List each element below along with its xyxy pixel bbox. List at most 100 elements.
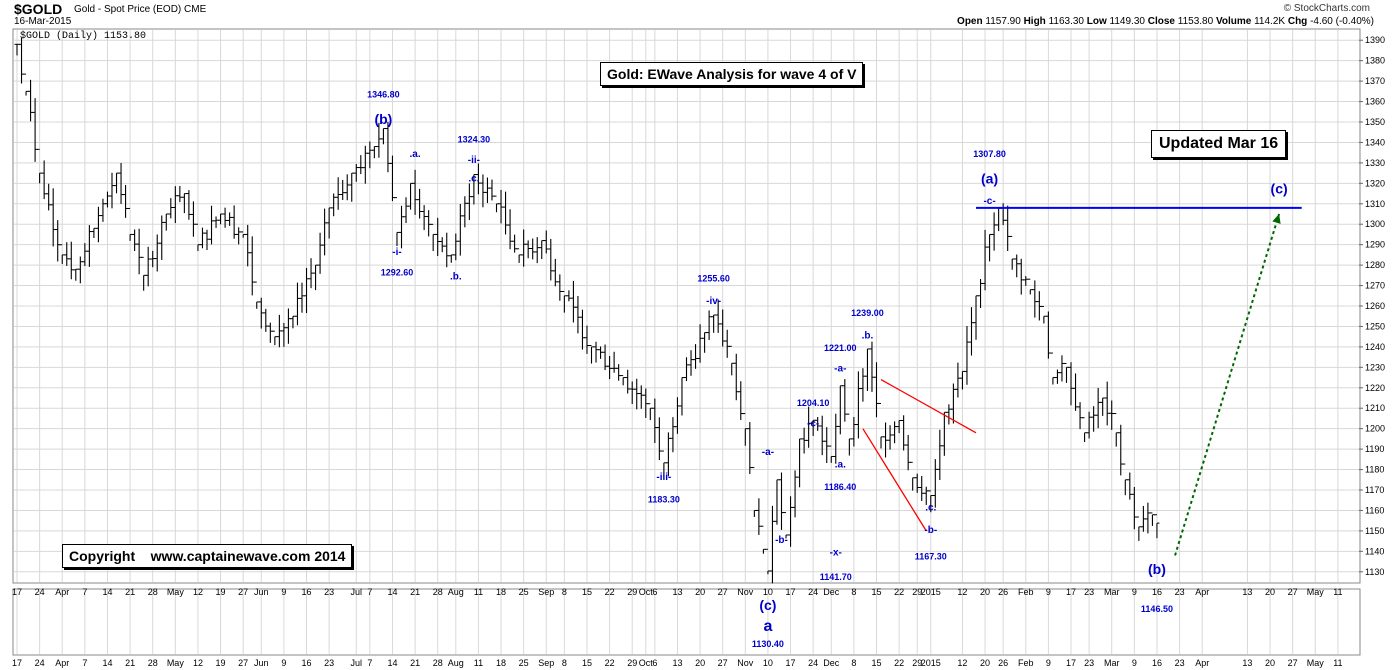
x-tick-label-bottom: 17 [786,658,796,668]
x-tick-label: Jul [351,587,363,597]
x-tick-label: 29 [912,587,922,597]
wave-label: (b) [1148,561,1166,577]
wave-label: -ii- [468,155,480,166]
x-tick-label: 13 [1242,587,1252,597]
x-tick-label-bottom: 27 [1288,658,1298,668]
y-tick-label: 1240 [1365,342,1385,352]
close-value: 1153.80 [1177,16,1214,27]
y-tick-label: 1210 [1365,403,1385,413]
projection-arrow-head [1272,214,1281,224]
chart-legend: $GOLD (Daily) 1153.80 [20,30,146,42]
x-tick-label: 12 [193,587,203,597]
chart-header: $GOLD Gold - Spot Price (EOD) CME 16-Mar… [0,0,1400,28]
x-tick-label-bottom: 22 [605,658,615,668]
x-tick-label: 9 [1132,587,1137,597]
x-tick-label-bottom: 15 [582,658,592,668]
x-tick-label: 17 [12,587,22,597]
wave-label: 1183.30 [648,494,680,504]
wave-label: 1186.40 [824,482,856,492]
wave-label: 1255.60 [697,273,730,283]
y-tick-label: 1170 [1365,485,1384,495]
x-tick-label: 16 [302,587,312,597]
wave-label: -c- [807,419,819,430]
x-tick-label: 17 [1066,587,1076,597]
x-tick-label: 22 [605,587,615,597]
wave-label: 1292.60 [381,267,414,277]
x-tick-label-bottom: Oct [639,658,654,668]
y-tick-label: 1220 [1365,383,1385,393]
x-tick-label-bottom: 17 [12,658,22,668]
x-tick-label: 7 [367,587,372,597]
wave-label: .a. [410,149,421,160]
wave-label: 1167.30 [915,552,947,562]
x-tick-label: 19 [216,587,226,597]
wave-label-bottom: 1146.50 [1141,604,1173,614]
x-tick-label: 14 [387,587,397,597]
x-tick-label-bottom: Aug [448,658,464,668]
wave-label: -iii- [656,472,671,483]
x-tick-label-bottom: 7 [82,658,87,668]
x-tick-label: 14 [102,587,112,597]
x-tick-label: 2015 [921,587,941,597]
wave-label: .c. [468,173,479,184]
y-tick-label: 1360 [1365,97,1385,107]
y-tick-label: 1340 [1365,137,1385,147]
y-tick-label: 1260 [1365,301,1385,311]
x-tick-label-bottom: 27 [718,658,728,668]
x-tick-label-bottom: 23 [324,658,334,668]
x-tick-label-bottom: 23 [1084,658,1094,668]
x-tick-label: 17 [786,587,796,597]
x-tick-label-bottom: Dec [823,658,840,668]
y-tick-label: 1270 [1365,281,1385,291]
x-tick-label-bottom: 21 [125,658,135,668]
close-label: Close [1147,16,1175,27]
x-tick-label: 22 [894,587,904,597]
y-tick-label: 1310 [1365,199,1385,209]
analysis-title-box: Gold: EWave Analysis for wave 4 of V [600,62,864,86]
x-tick-label-bottom: 7 [367,658,372,668]
x-tick-label-bottom: 14 [387,658,397,668]
y-tick-label: 1160 [1365,505,1384,515]
x-tick-label: 8 [562,587,567,597]
x-tick-label-bottom: 20 [980,658,990,668]
y-tick-label: 1390 [1365,35,1385,45]
x-tick-label: Sep [538,587,554,597]
x-tick-label: Dec [823,587,840,597]
wave-label: 1204.10 [797,398,830,408]
x-tick-label-bottom: Jun [254,658,269,668]
wave-label-bottom: a [763,618,772,635]
updated-box: Updated Mar 16 [1151,130,1287,158]
x-tick-label: 11 [474,587,483,597]
stockcharts-copyright: © StockCharts.com [1283,3,1370,14]
volume-value: 114.2K [1254,16,1286,27]
low-label: Low [1086,16,1107,27]
x-tick-label-bottom: Nov [737,658,754,668]
wave-label-bottom: (c) [759,597,776,613]
wave-label: -a- [834,363,846,374]
x-tick-label-bottom: 22 [894,658,904,668]
triangle-line [862,428,927,532]
wave-label: (a) [981,170,998,186]
y-tick-label: 1380 [1365,56,1385,66]
x-axis-bottom: 17 24 Apr 7 14 21 28 May 12 19 27 Jun 9 16 23 Jul 7 14 21 2… [12,658,1343,668]
x-tick-label-bottom: 26 [998,658,1008,668]
x-axis-top: 17 24 Apr 7 14 21 28 May 12 19 27 Jun 9 16 23 Jul 7 14 21 2… [12,587,1343,597]
chg-value: -4.60 (-0.40%) [1310,16,1374,27]
x-tick-label: 21 [410,587,420,597]
y-tick-label: 1230 [1365,362,1385,372]
x-tick-label: Mar [1104,587,1120,597]
wave-lines [862,206,1302,556]
x-tick-label-bottom: 11 [474,658,483,668]
wave-label: .b. [862,331,874,342]
x-tick-label: 25 [519,587,529,597]
x-tick-label-bottom: 27 [238,658,248,668]
y-tick-label: 1350 [1365,117,1385,127]
x-tick-label-bottom: 10 [763,658,773,668]
y-tick-label: 1370 [1365,76,1385,86]
wave-label: 1239.00 [851,308,884,318]
x-tick-label-bottom: Mar [1104,658,1120,668]
x-tick-label-bottom: 12 [957,658,967,668]
x-tick-label: Jun [254,587,269,597]
copyright-box: Copyright www.captainewave.com 2014 [62,544,353,568]
